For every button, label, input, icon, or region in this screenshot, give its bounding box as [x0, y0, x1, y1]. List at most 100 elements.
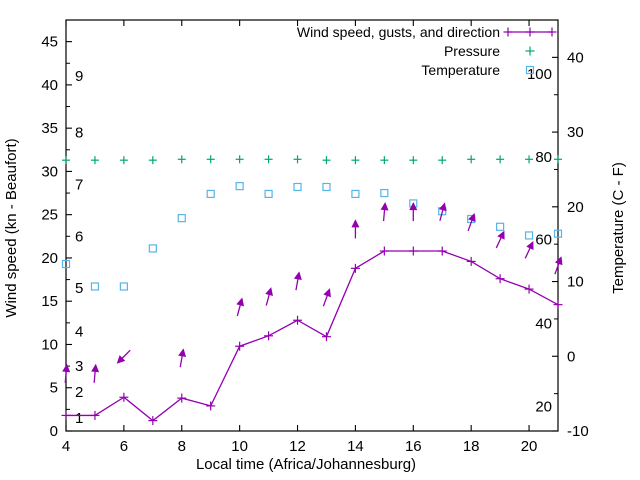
y2-tick-label: 10	[567, 274, 584, 291]
beaufort-label: 2	[75, 384, 83, 401]
temperature-marker	[380, 188, 389, 198]
series-temperature	[61, 182, 563, 291]
legend-label-2: Temperature	[421, 62, 500, 78]
temperature-marker	[293, 182, 302, 192]
arrow-head	[438, 202, 447, 212]
wind-speed-line	[66, 250, 559, 422]
beaufort-label: 1	[75, 410, 83, 427]
y-tick-label: 20	[41, 250, 58, 267]
fahrenheit-label: 20	[535, 398, 552, 415]
series-pressure	[62, 155, 562, 165]
wind-direction-arrow	[467, 212, 476, 232]
temperature-marker	[206, 189, 215, 199]
fahrenheit-label: 100	[527, 66, 552, 83]
beaufort-label: 4	[75, 323, 83, 340]
wind-direction-arrow	[380, 201, 389, 222]
y-tick-label: 15	[41, 293, 58, 310]
y-tick-label: 40	[41, 77, 58, 94]
x-tick-label: 8	[178, 438, 186, 455]
y2-tick-label: 0	[567, 348, 575, 365]
beaufort-label: 5	[75, 280, 83, 297]
wind-direction-arrow	[322, 288, 331, 307]
y2-axis-ticks: -10 0 10 20 30 40	[552, 49, 589, 440]
arrow-head	[116, 355, 126, 364]
temperature-marker	[351, 189, 360, 199]
legend-marker	[525, 65, 535, 75]
wind-direction-arrow	[116, 349, 131, 364]
arrow-head	[554, 256, 563, 266]
wind-direction-arrow	[178, 348, 187, 368]
wind-direction-arrow	[91, 363, 100, 383]
wind-direction-arrow	[236, 297, 245, 317]
arrow-head	[409, 201, 418, 211]
x-axis-ticks: 4 6 8 10 12 14 16 18 20	[62, 20, 538, 455]
x-tick-label: 20	[521, 438, 538, 455]
temperature-marker	[177, 214, 186, 223]
temperature-marker	[524, 231, 534, 240]
arrow-head	[526, 240, 534, 251]
y-tick-label: 25	[41, 207, 58, 224]
arrow-head	[265, 287, 273, 296]
beaufort-label: 9	[75, 68, 83, 85]
fahrenheit-label: 40	[535, 315, 552, 332]
beaufort-scale-labels: 1 2 3 4 5 6 7 8 9	[75, 68, 83, 427]
wind-direction-arrow	[293, 271, 302, 291]
x-tick-label: 10	[231, 438, 248, 455]
arrow-head	[323, 288, 331, 298]
arrow-head	[497, 230, 505, 240]
arrow-head	[236, 297, 245, 307]
legend-label-0: Wind speed, gusts, and direction	[297, 24, 500, 40]
beaufort-label: 7	[75, 176, 83, 193]
x-tick-label: 18	[463, 438, 480, 455]
fahrenheit-scale-labels: 20 40 60 80 100	[527, 66, 552, 416]
arrow-head	[62, 363, 71, 373]
y-tick-label: 35	[41, 120, 58, 137]
fahrenheit-label: 80	[535, 149, 552, 166]
wind-direction-arrow	[495, 230, 505, 249]
y-tick-label: 5	[50, 380, 58, 397]
x-axis-title: Local time (Africa/Johannesburg)	[196, 456, 416, 473]
wind-direction-arrow	[438, 202, 447, 221]
y-axis-ticks: 0 5 10 15 20 25 30 35 40 45	[41, 34, 72, 440]
wind-direction-arrow	[62, 363, 71, 383]
temperature-marker	[264, 189, 273, 199]
temperature-marker	[148, 244, 157, 253]
y-tick-label: 45	[41, 34, 58, 51]
series-wind-speed	[61, 246, 563, 426]
arrow-head	[91, 363, 100, 373]
beaufort-label: 8	[75, 124, 83, 141]
y-tick-label: 10	[41, 336, 58, 353]
fahrenheit-label: 60	[535, 232, 552, 249]
temperature-marker	[90, 282, 100, 291]
legend-label-1: Pressure	[444, 43, 500, 59]
arrow-head	[178, 348, 187, 358]
y-tick-label: 30	[41, 163, 58, 180]
y2-tick-label: -10	[567, 423, 589, 440]
x-tick-label: 4	[62, 438, 70, 455]
plot-border	[65, 19, 559, 432]
y-axis-title: Wind speed (kn - Beaufort)	[3, 138, 20, 317]
wind-direction-arrow	[554, 256, 563, 275]
wind-direction-arrow	[524, 240, 534, 259]
chart-legend: Wind speed, gusts, and direction Pressure…	[297, 24, 557, 78]
wind-direction-arrow	[351, 219, 360, 239]
y2-tick-label: 40	[567, 49, 584, 66]
arrow-head	[380, 201, 389, 211]
arrow-head	[293, 271, 302, 281]
y2-tick-label: 30	[567, 124, 584, 141]
x-tick-label: 12	[289, 438, 306, 455]
plot-frame	[65, 19, 559, 432]
temperature-marker	[119, 282, 128, 291]
arrow-head	[468, 212, 476, 222]
y-tick-label: 0	[50, 423, 58, 440]
wind-direction-arrow	[409, 201, 418, 222]
x-tick-label: 6	[120, 438, 128, 455]
beaufort-label: 6	[75, 228, 83, 245]
wind-direction-arrow	[265, 287, 273, 306]
y2-tick-label: 20	[567, 199, 584, 216]
arrow-head	[351, 219, 360, 228]
y2-axis-title: Temperature (C - F)	[610, 162, 627, 294]
temperature-marker	[496, 222, 505, 231]
